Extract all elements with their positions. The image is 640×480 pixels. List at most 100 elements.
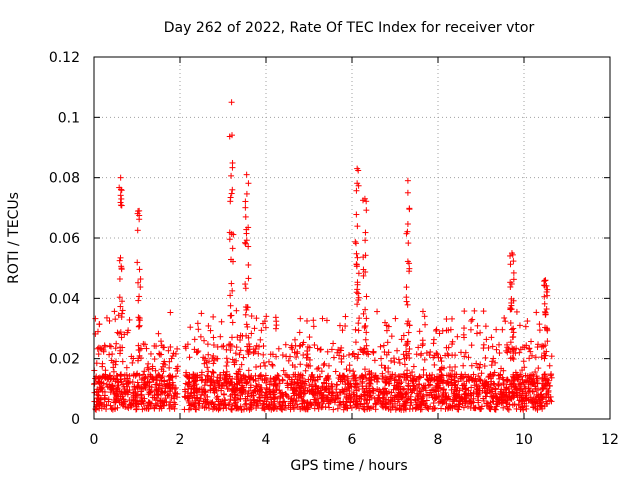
data-point [116, 184, 123, 191]
data-point [220, 369, 227, 376]
data-point [540, 385, 547, 392]
data-point [223, 405, 230, 412]
data-point [480, 345, 487, 352]
data-point [472, 375, 479, 382]
data-point [137, 276, 144, 283]
data-point [310, 386, 317, 393]
data-point [248, 330, 255, 337]
data-point [135, 279, 142, 286]
data-point [262, 372, 269, 379]
data-point [266, 381, 273, 388]
data-point [181, 406, 188, 413]
data-point [404, 221, 411, 228]
data-point [260, 343, 267, 350]
data-point [329, 383, 336, 390]
data-point [523, 392, 530, 399]
data-point [422, 321, 429, 328]
data-point [297, 342, 304, 349]
data-point [276, 387, 283, 394]
data-point [449, 382, 456, 389]
data-point [361, 195, 368, 202]
data-point [262, 324, 269, 331]
data-point [116, 276, 123, 283]
data-point [304, 399, 311, 406]
data-point [158, 378, 165, 385]
data-point [96, 375, 103, 382]
data-point [245, 261, 252, 268]
data-point [468, 384, 475, 391]
data-point [279, 377, 286, 384]
data-point [512, 350, 519, 357]
data-point [328, 346, 335, 353]
data-point [363, 198, 370, 205]
data-point [473, 330, 480, 337]
data-point [210, 379, 217, 386]
data-point [245, 180, 252, 187]
data-point [443, 316, 450, 323]
data-point [529, 388, 536, 395]
data-point [475, 397, 482, 404]
data-point [488, 334, 495, 341]
data-point [141, 375, 148, 382]
data-point [510, 276, 517, 283]
data-point [269, 362, 276, 369]
data-point [134, 379, 141, 386]
data-point [332, 368, 339, 375]
data-point [548, 398, 555, 405]
data-point [248, 313, 255, 320]
data-point [477, 329, 484, 336]
data-point [323, 376, 330, 383]
data-point [99, 363, 106, 370]
data-point [249, 392, 256, 399]
data-point [237, 371, 244, 378]
data-point [125, 405, 132, 412]
data-point [523, 377, 530, 384]
data-point [243, 171, 250, 178]
data-point [264, 394, 271, 401]
data-point [159, 389, 166, 396]
data-point [543, 305, 550, 312]
data-point [361, 324, 368, 331]
data-point [421, 356, 428, 363]
data-point [210, 369, 217, 376]
data-point [501, 314, 508, 321]
data-point [426, 372, 433, 379]
data-point [131, 383, 138, 390]
data-point [129, 359, 136, 366]
data-point [336, 389, 343, 396]
data-point [438, 358, 445, 365]
data-point [493, 346, 500, 353]
data-point [239, 384, 246, 391]
data-point [228, 99, 235, 106]
data-point [137, 345, 144, 352]
data-point [443, 393, 450, 400]
data-point [502, 392, 509, 399]
data-point [157, 397, 164, 404]
data-point [546, 362, 553, 369]
data-point [488, 362, 495, 369]
data-point [546, 382, 553, 389]
data-point [353, 261, 360, 268]
data-point [273, 353, 280, 360]
data-point [474, 393, 481, 400]
data-point [465, 354, 472, 361]
y-tick-label: 0 [71, 412, 80, 428]
data-point [417, 374, 424, 381]
data-point [363, 329, 370, 336]
data-point [229, 186, 236, 193]
data-point [442, 352, 449, 359]
data-point [135, 355, 142, 362]
data-point [228, 405, 235, 412]
data-point [309, 381, 316, 388]
data-point [400, 400, 407, 407]
data-point [461, 325, 468, 332]
data-point [431, 361, 438, 368]
data-point [322, 386, 329, 393]
data-point [503, 400, 510, 407]
data-point [544, 286, 551, 293]
data-point [323, 317, 330, 324]
data-point [548, 374, 555, 381]
data-point [306, 382, 313, 389]
data-point [458, 371, 465, 378]
data-point [497, 391, 504, 398]
